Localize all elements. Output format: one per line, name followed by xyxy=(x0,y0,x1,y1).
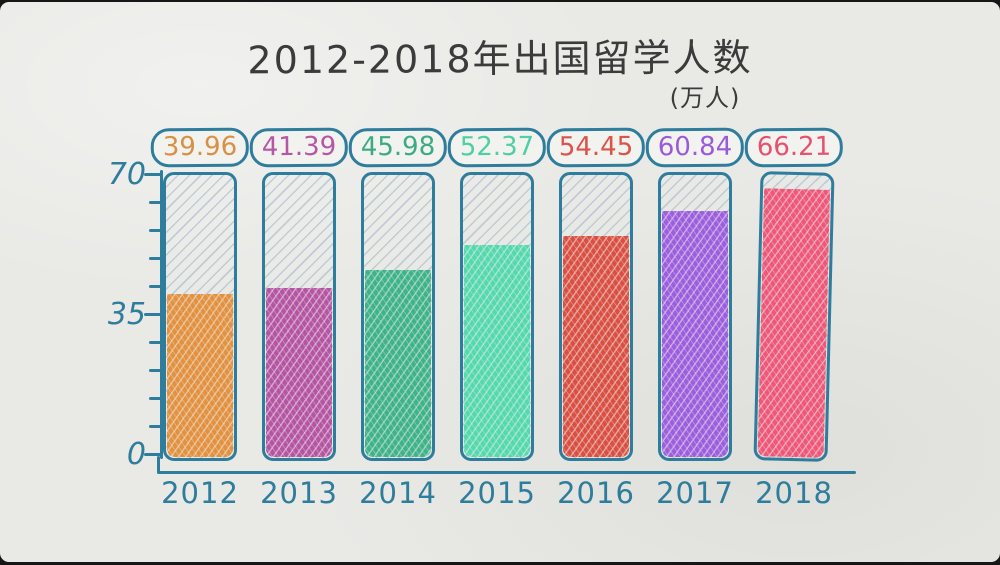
bar-tube-2014 xyxy=(361,172,435,461)
y-minor-tick-63 xyxy=(149,201,161,204)
y-minor-tick-49 xyxy=(149,257,161,260)
x-axis-end-hook xyxy=(157,456,160,473)
y-minor-tick-21 xyxy=(149,369,161,372)
y-minor-tick-28 xyxy=(149,341,161,344)
bar-fill-2017 xyxy=(662,211,728,457)
y-axis-line xyxy=(160,170,163,459)
x-axis-line xyxy=(157,471,856,474)
bar-fill-2013 xyxy=(266,288,332,457)
value-badge-2016: 54.45 xyxy=(546,127,646,168)
bar-tube-2016 xyxy=(559,172,633,461)
x-tick-label-2016: 2016 xyxy=(557,476,635,510)
bar-fill-2015 xyxy=(464,245,530,457)
bar-tube-2018 xyxy=(753,171,835,462)
bar-tube-2012 xyxy=(163,172,237,461)
bar-fill-2018 xyxy=(757,188,831,458)
y-tick-label-0: 0 xyxy=(126,437,146,472)
y-major-tick-70 xyxy=(144,173,161,176)
bar-tube-2013 xyxy=(262,172,336,461)
y-minor-tick-56 xyxy=(149,229,161,232)
bar-fill-2012 xyxy=(167,294,233,457)
y-minor-tick-42 xyxy=(149,285,161,288)
x-tick-label-2015: 2015 xyxy=(458,476,536,510)
bar-tube-2015 xyxy=(460,172,534,461)
y-tick-label-35: 35 xyxy=(107,297,146,332)
value-badge-2018: 66.21 xyxy=(744,127,844,168)
y-minor-tick-14 xyxy=(149,397,161,400)
value-badge-2017: 60.84 xyxy=(645,127,745,168)
bar-fill-2014 xyxy=(365,270,431,457)
bar-tube-2017 xyxy=(658,172,732,461)
y-major-tick-0 xyxy=(144,453,161,456)
x-tick-label-2013: 2013 xyxy=(260,476,338,510)
y-major-tick-35 xyxy=(144,313,161,316)
unit-label: (万人) xyxy=(669,84,741,112)
value-badge-2015: 52.37 xyxy=(447,127,547,168)
value-badge-2013: 41.39 xyxy=(249,127,349,168)
value-badge-2014: 45.98 xyxy=(348,127,448,168)
x-tick-label-2012: 2012 xyxy=(161,476,239,510)
y-minor-tick-7 xyxy=(149,425,161,428)
value-badge-2012: 39.96 xyxy=(150,127,250,168)
x-tick-label-2018: 2018 xyxy=(755,476,833,510)
bar-fill-2016 xyxy=(563,236,629,457)
x-tick-label-2017: 2017 xyxy=(656,476,734,510)
chart-title: 2012-2018年出国留学人数 xyxy=(247,35,753,83)
x-tick-label-2014: 2014 xyxy=(359,476,437,510)
y-tick-label-70: 70 xyxy=(107,157,146,192)
